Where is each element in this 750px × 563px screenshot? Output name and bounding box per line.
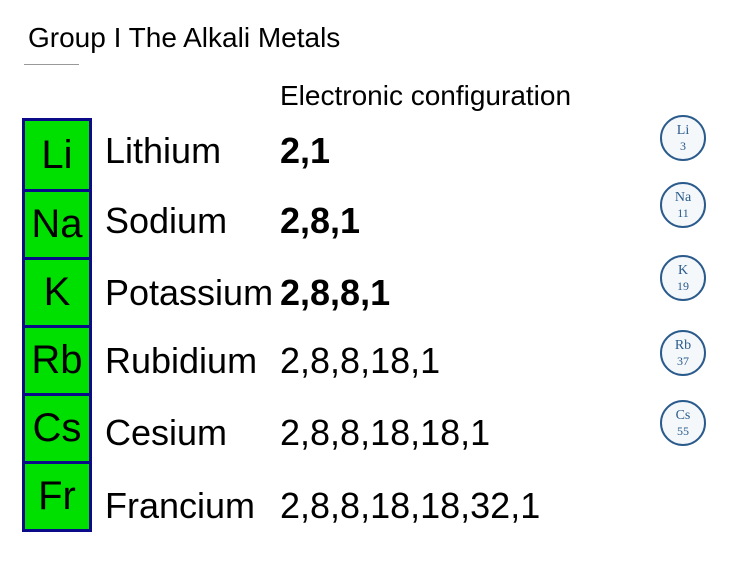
symbol-cell: Cs <box>25 393 89 461</box>
symbol-cell: Na <box>25 189 89 257</box>
circle-symbol: Li <box>677 124 689 138</box>
atomic-number-circle: K 19 <box>660 255 706 301</box>
atomic-number-circle: Rb 37 <box>660 330 706 376</box>
symbol-cell: Rb <box>25 325 89 393</box>
title-underline <box>24 64 79 65</box>
circle-symbol: Na <box>675 191 691 205</box>
page-title: Group I The Alkali Metals <box>28 22 340 54</box>
element-name: Potassium <box>105 272 273 314</box>
element-name: Francium <box>105 485 255 527</box>
atomic-number-circle: Na 11 <box>660 182 706 228</box>
element-name: Lithium <box>105 130 221 172</box>
symbol-cell: K <box>25 257 89 325</box>
circle-number: 55 <box>677 425 689 437</box>
element-name: Rubidium <box>105 340 257 382</box>
element-config: 2,1 <box>280 130 330 172</box>
config-header: Electronic configuration <box>280 80 571 112</box>
atomic-number-circle: Cs 55 <box>660 400 706 446</box>
element-name: Sodium <box>105 200 227 242</box>
element-config: 2,8,8,18,18,32,1 <box>280 485 540 527</box>
circle-number: 11 <box>677 207 689 219</box>
element-config: 2,8,8,18,18,1 <box>280 412 490 454</box>
symbol-cell: Fr <box>25 461 89 529</box>
circle-number: 3 <box>680 140 686 152</box>
element-config: 2,8,1 <box>280 200 360 242</box>
symbol-column: Li Na K Rb Cs Fr <box>22 118 92 532</box>
atomic-number-circle: Li 3 <box>660 115 706 161</box>
element-config: 2,8,8,1 <box>280 272 390 314</box>
circle-number: 19 <box>677 280 689 292</box>
circle-symbol: K <box>678 264 688 278</box>
circle-symbol: Rb <box>675 339 691 353</box>
element-config: 2,8,8,18,1 <box>280 340 440 382</box>
circle-number: 37 <box>677 355 689 367</box>
element-name: Cesium <box>105 412 227 454</box>
symbol-cell: Li <box>25 121 89 189</box>
circle-symbol: Cs <box>676 409 691 423</box>
